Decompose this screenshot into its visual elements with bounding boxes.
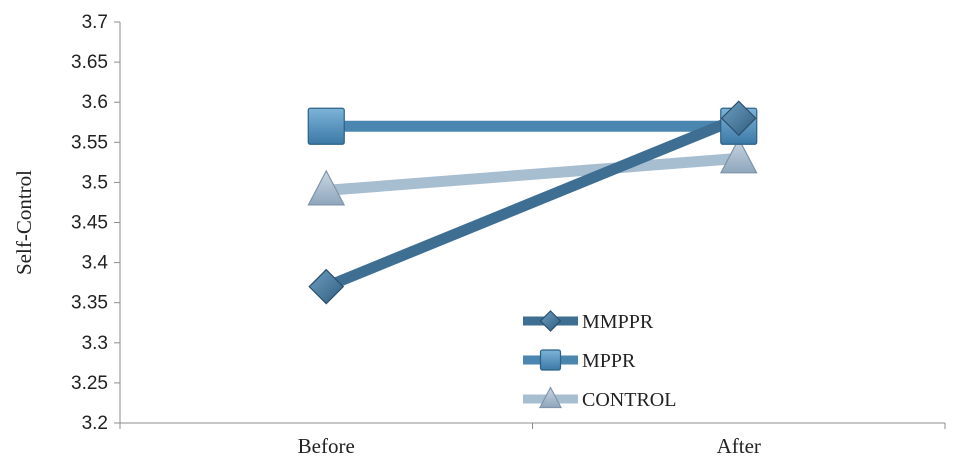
- series-line-mmppr: [324, 113, 741, 292]
- y-tick-label: 3.3: [82, 333, 108, 354]
- y-tick-label: 3.5: [82, 172, 108, 193]
- y-axis-title: Self-Control: [12, 170, 36, 275]
- legend-marker-mmppr: [539, 310, 562, 332]
- y-tick-label: 3.2: [82, 413, 108, 434]
- point-mppr-before: [307, 107, 345, 145]
- point-mmppr-before: [308, 268, 345, 305]
- series-line-control: [325, 152, 740, 196]
- point-control-before: [307, 169, 346, 206]
- x-tick-label: Before: [298, 434, 355, 458]
- legend-marker-control: [539, 386, 562, 409]
- axes: 3.2 3.25 3.3 3.35 3.4 3.45 3.5 3.55 3.6 3.65 3.7 Be…: [12, 12, 946, 458]
- point-mmppr-after: [720, 100, 757, 137]
- point-control-after: [719, 137, 758, 174]
- y-tick-label: 3.25: [71, 373, 108, 394]
- legend-label-mppr: MPPR: [582, 350, 636, 372]
- y-tick-label: 3.45: [71, 213, 108, 234]
- legend-label-control: CONTROL: [582, 389, 676, 411]
- legend-marker-mppr: [539, 349, 562, 371]
- y-tick-label: 3.65: [71, 52, 108, 73]
- x-tick-label: After: [717, 434, 761, 458]
- legend: MMPPR MPPR CONTROL: [523, 310, 676, 411]
- y-tick-label: 3.6: [82, 92, 108, 113]
- legend-label-mmppr: MMPPR: [582, 311, 654, 333]
- y-tick-label: 3.7: [82, 12, 108, 33]
- y-tick-label: 3.55: [71, 132, 108, 153]
- y-tick-label: 3.35: [71, 293, 108, 314]
- y-tick-label: 3.4: [82, 253, 109, 274]
- series-layer: [307, 100, 758, 305]
